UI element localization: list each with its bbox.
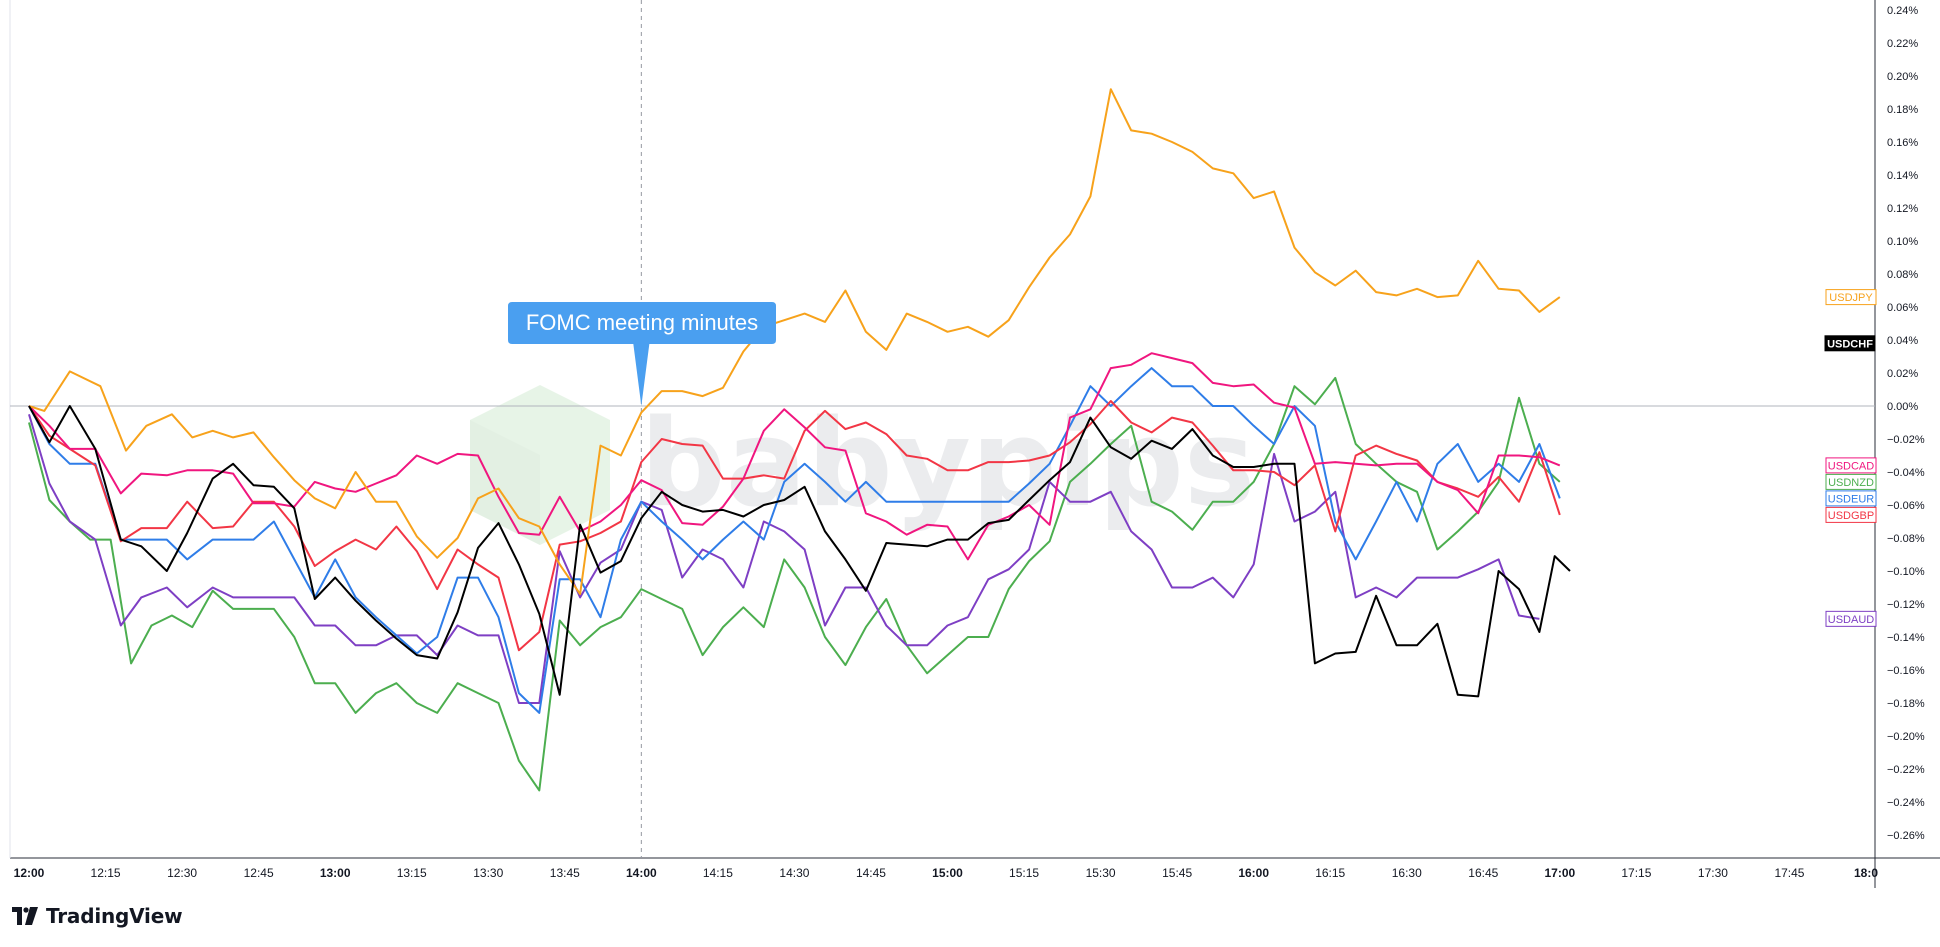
y-tick-label: 0.06% xyxy=(1887,302,1918,314)
tradingview-brand: TradingView xyxy=(12,904,183,928)
y-tick-label: 0.24% xyxy=(1887,5,1918,17)
x-tick-label: 13:30 xyxy=(473,866,503,880)
series-label-usdgbp: USDGBP xyxy=(1828,510,1874,522)
x-tick-label: 12:30 xyxy=(167,866,197,880)
y-tick-label: −0.04% xyxy=(1887,467,1925,479)
series-line-usdjpy xyxy=(28,88,1561,596)
y-tick-label: −0.14% xyxy=(1887,632,1925,644)
watermark-hexagon-shade-icon xyxy=(470,420,540,545)
series-label-box xyxy=(1824,335,1876,352)
x-tick-label: 12:15 xyxy=(91,866,121,880)
x-tick-label: 15:30 xyxy=(1086,866,1116,880)
annotation-text: FOMC meeting minutes xyxy=(526,310,758,335)
series-label-usdeur: USDEUR xyxy=(1828,493,1875,505)
watermark-hexagon-icon xyxy=(470,385,610,545)
annotation-callout xyxy=(508,302,776,406)
x-tick-label: 18:0 xyxy=(1854,866,1878,880)
series-label-box xyxy=(1825,457,1877,474)
y-tick-label: −0.10% xyxy=(1887,566,1925,578)
series-label-usdjpy: USDJPY xyxy=(1829,292,1873,304)
series-label-box xyxy=(1825,490,1877,507)
x-tick-label: 13:00 xyxy=(320,866,351,880)
y-tick-label: −0.02% xyxy=(1887,434,1925,446)
x-tick-label: 14:45 xyxy=(856,866,886,880)
x-tick-label: 16:15 xyxy=(1315,866,1345,880)
tradingview-brand-text: TradingView xyxy=(46,904,183,928)
babypips-watermark: babypips xyxy=(470,385,1255,545)
series-label-usdcad: USDCAD xyxy=(1828,460,1875,472)
y-tick-label: 0.10% xyxy=(1887,236,1918,248)
x-tick-label: 15:00 xyxy=(932,866,963,880)
y-tick-label: −0.18% xyxy=(1887,698,1925,710)
y-tick-label: 0.16% xyxy=(1887,137,1918,149)
y-tick-label: −0.20% xyxy=(1887,731,1925,743)
y-tick-label: 0.02% xyxy=(1887,368,1918,380)
y-tick-label: 0.12% xyxy=(1887,203,1918,215)
tradingview-logo-icon xyxy=(12,907,38,925)
x-tick-label: 16:00 xyxy=(1238,866,1269,880)
series-label-box xyxy=(1825,473,1877,490)
x-tick-label: 14:30 xyxy=(779,866,809,880)
y-tick-label: −0.06% xyxy=(1887,500,1925,512)
x-tick-label: 12:00 xyxy=(14,866,45,880)
x-tick-label: 17:15 xyxy=(1621,866,1651,880)
x-tick-label: 13:45 xyxy=(550,866,580,880)
y-tick-label: −0.24% xyxy=(1887,797,1925,809)
x-tick-label: 17:00 xyxy=(1544,866,1575,880)
y-tick-label: 0.04% xyxy=(1887,335,1918,347)
y-tick-label: 0.08% xyxy=(1887,269,1918,281)
x-tick-label: 12:45 xyxy=(244,866,274,880)
x-tick-label: 14:15 xyxy=(703,866,733,880)
series-line-usdaud xyxy=(28,414,1540,704)
x-tick-label: 17:45 xyxy=(1774,866,1804,880)
watermark-text: babypips xyxy=(640,395,1255,534)
series-label-box xyxy=(1825,289,1877,306)
series-line-usdnzd xyxy=(28,376,1561,792)
series-label-box xyxy=(1825,506,1877,523)
y-tick-label: −0.08% xyxy=(1887,533,1925,545)
x-tick-label: 14:00 xyxy=(626,866,657,880)
x-tick-label: 16:30 xyxy=(1392,866,1422,880)
series-label-usdchf: USDCHF xyxy=(1827,338,1873,350)
x-tick-label: 13:15 xyxy=(397,866,427,880)
series-line-usdcad xyxy=(28,352,1561,561)
x-tick-label: 15:15 xyxy=(1009,866,1039,880)
y-tick-label: −0.26% xyxy=(1887,830,1925,842)
series-label-box xyxy=(1825,610,1877,627)
series-line-usdeur xyxy=(28,367,1561,714)
y-tick-label: 0.14% xyxy=(1887,170,1918,182)
x-tick-label: 16:45 xyxy=(1468,866,1498,880)
series-line-usdchf xyxy=(28,405,1571,698)
series-label-usdaud: USDAUD xyxy=(1828,614,1875,626)
y-tick-label: 0.00% xyxy=(1887,401,1918,413)
x-tick-label: 15:45 xyxy=(1162,866,1192,880)
y-tick-label: −0.22% xyxy=(1887,764,1925,776)
y-tick-label: −0.12% xyxy=(1887,599,1925,611)
x-tick-label: 17:30 xyxy=(1698,866,1728,880)
series-label-usdnzd: USDNZD xyxy=(1828,477,1874,489)
y-tick-label: −0.16% xyxy=(1887,665,1925,677)
y-tick-label: 0.18% xyxy=(1887,104,1918,116)
y-tick-label: 0.22% xyxy=(1887,38,1918,50)
y-tick-label: 0.20% xyxy=(1887,71,1918,83)
